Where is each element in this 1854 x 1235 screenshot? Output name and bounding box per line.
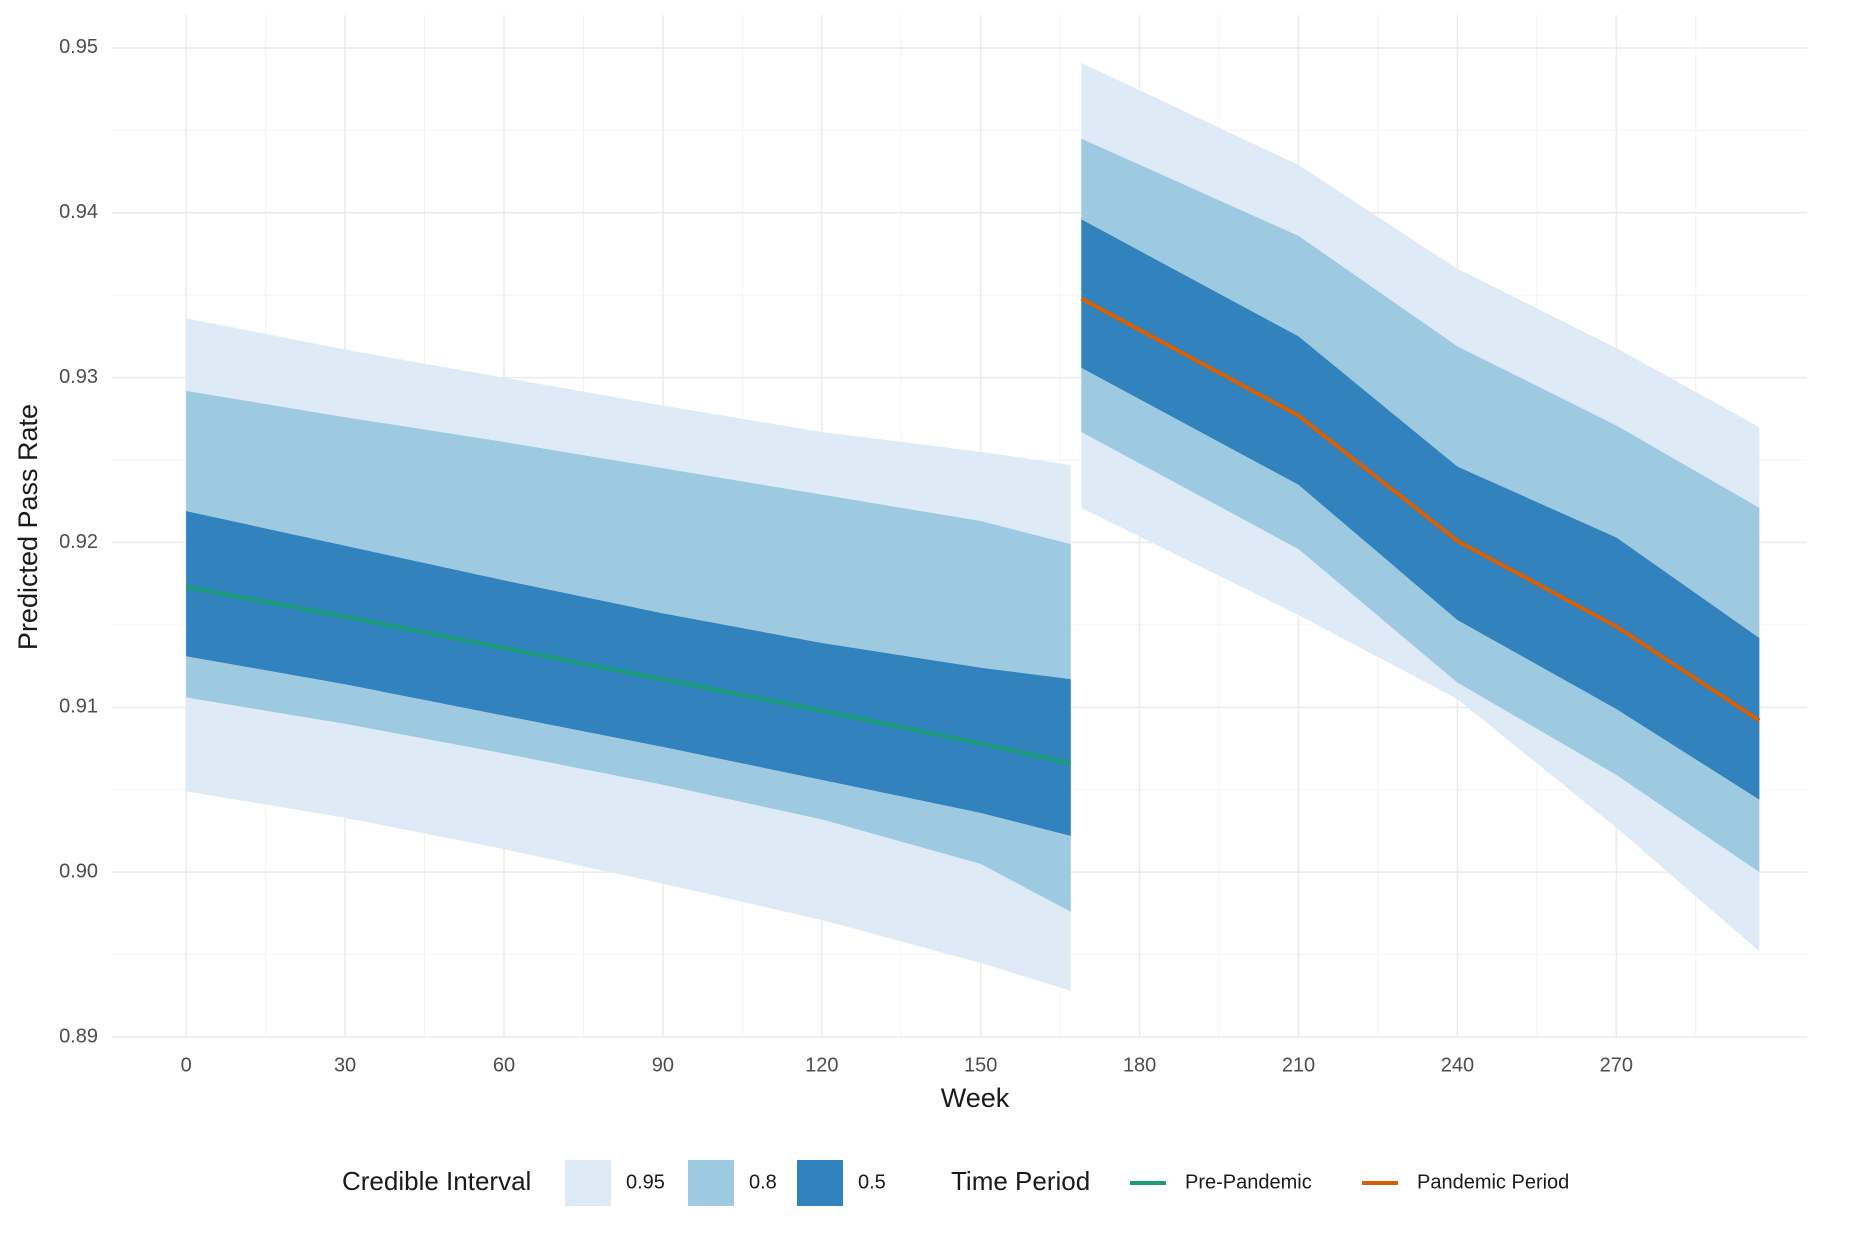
legend-key xyxy=(797,1160,843,1206)
y-tick-label: 0.89 xyxy=(59,1025,98,1047)
y-tick-label: 0.95 xyxy=(59,36,98,58)
x-tick-label: 60 xyxy=(493,1054,515,1076)
x-axis-title: Week xyxy=(941,1083,1010,1113)
legend-label: Pre-Pandemic xyxy=(1185,1171,1312,1193)
x-tick-label: 0 xyxy=(181,1054,192,1076)
legend-label: 0.8 xyxy=(749,1171,777,1193)
legend-title: Time Period xyxy=(951,1166,1090,1196)
y-tick-label: 0.92 xyxy=(59,531,98,553)
x-tick-label: 180 xyxy=(1123,1054,1156,1076)
x-tick-label: 30 xyxy=(334,1054,356,1076)
x-tick-label: 90 xyxy=(652,1054,674,1076)
y-tick-label: 0.94 xyxy=(59,201,98,223)
legend-label: 0.95 xyxy=(626,1171,665,1193)
y-tick-label: 0.91 xyxy=(59,696,98,718)
y-axis-title: Predicted Pass Rate xyxy=(13,404,43,650)
x-tick-label: 240 xyxy=(1441,1054,1474,1076)
y-tick-label: 0.93 xyxy=(59,366,98,388)
x-tick-label: 120 xyxy=(805,1054,838,1076)
x-tick-label: 150 xyxy=(964,1054,997,1076)
legend-title: Credible Interval xyxy=(342,1166,531,1196)
legend-key xyxy=(565,1160,611,1206)
legend-label: 0.5 xyxy=(858,1171,886,1193)
series-line xyxy=(1080,296,1761,723)
legend-key xyxy=(688,1160,734,1206)
legend-label: Pandemic Period xyxy=(1417,1171,1569,1193)
x-tick-label: 270 xyxy=(1600,1054,1633,1076)
y-tick-label: 0.90 xyxy=(59,860,98,882)
series-line xyxy=(185,585,1072,766)
x-tick-label: 210 xyxy=(1282,1054,1315,1076)
